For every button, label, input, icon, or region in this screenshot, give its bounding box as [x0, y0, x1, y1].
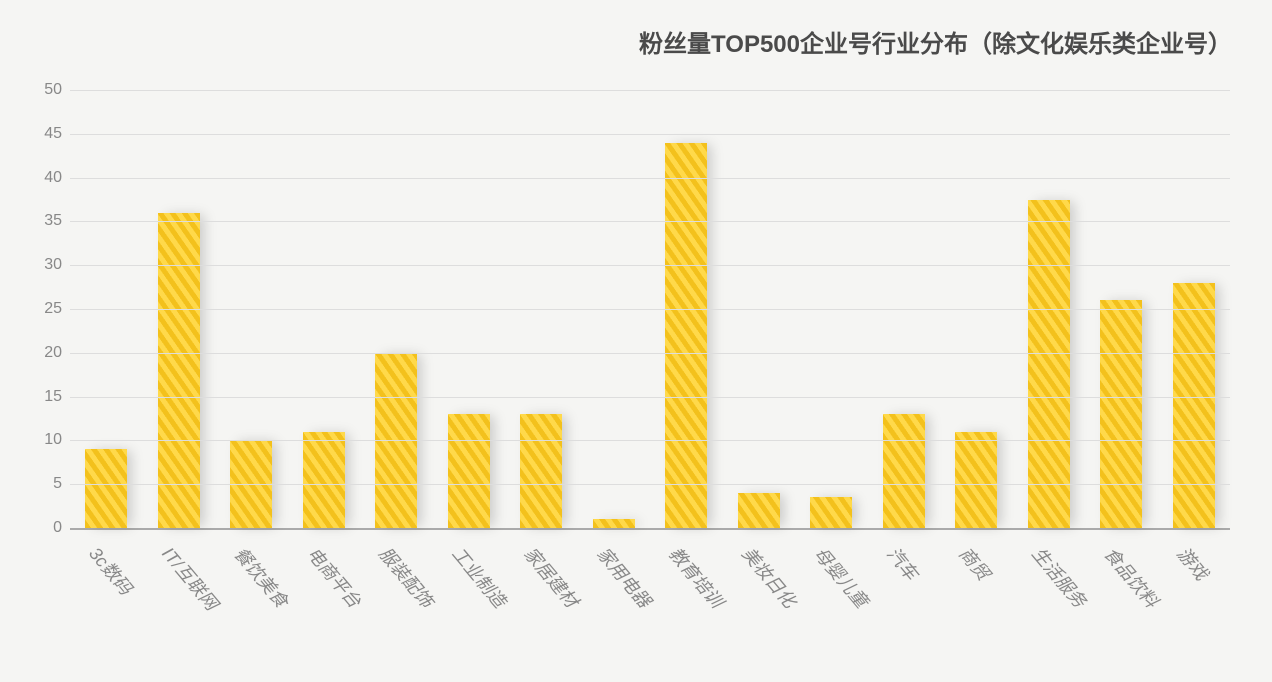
x-tick-label: 汽车	[881, 541, 924, 585]
x-axis-labels: 3c数码IT/互联网餐饮美食电商平台服装配饰工业制造家居建材家用电器教育培训美妆…	[70, 534, 1230, 674]
x-label-slot: 工业制造	[433, 534, 506, 674]
y-tick-label: 25	[30, 300, 62, 318]
y-tick-label: 0	[30, 519, 62, 537]
x-tick-label: 3c数码	[84, 541, 139, 600]
gridline	[70, 484, 1230, 485]
bar	[593, 519, 635, 528]
y-tick-label: 5	[30, 475, 62, 493]
x-tick-label: 食品饮料	[1099, 541, 1165, 613]
x-tick-label: 电商平台	[301, 541, 367, 613]
bar	[810, 497, 852, 528]
y-tick-label: 10	[30, 431, 62, 449]
bar	[158, 213, 200, 528]
bar	[1173, 283, 1215, 528]
x-tick-label: 家用电器	[591, 541, 657, 613]
x-label-slot: 3c数码	[70, 534, 143, 674]
y-tick-label: 40	[30, 169, 62, 187]
bar	[955, 432, 997, 528]
x-label-slot: 服装配饰	[360, 534, 433, 674]
x-label-slot: 母婴儿童	[795, 534, 868, 674]
x-tick-label: 生活服务	[1026, 541, 1092, 613]
y-tick-label: 15	[30, 388, 62, 406]
gridline	[70, 178, 1230, 179]
x-label-slot: 生活服务	[1013, 534, 1086, 674]
y-tick-label: 30	[30, 256, 62, 274]
x-tick-label: 商贸	[954, 541, 997, 585]
x-label-slot: 食品饮料	[1085, 534, 1158, 674]
bar	[85, 449, 127, 528]
bar	[448, 414, 490, 528]
x-tick-label: 教育培训	[664, 541, 730, 613]
x-tick-label: 餐饮美食	[229, 541, 295, 613]
gridline	[70, 90, 1230, 91]
x-label-slot: 游戏	[1158, 534, 1231, 674]
bar	[520, 414, 562, 528]
bar	[883, 414, 925, 528]
chart-title: 粉丝量TOP500企业号行业分布（除文化娱乐类企业号）	[0, 24, 1232, 59]
bar	[665, 143, 707, 528]
gridline	[70, 353, 1230, 354]
gridline	[70, 221, 1230, 222]
y-tick-label: 45	[30, 125, 62, 143]
x-tick-label: 家居建材	[519, 541, 585, 613]
x-tick-label: 母婴儿童	[809, 541, 875, 613]
y-tick-label: 50	[30, 81, 62, 99]
gridline	[70, 440, 1230, 441]
x-label-slot: 家用电器	[578, 534, 651, 674]
x-label-slot: 家居建材	[505, 534, 578, 674]
bar	[738, 493, 780, 528]
x-tick-label: 工业制造	[446, 541, 512, 613]
bar-chart: 粉丝量TOP500企业号行业分布（除文化娱乐类企业号） 051015202530…	[0, 0, 1272, 682]
bar	[1028, 200, 1070, 529]
gridline	[70, 265, 1230, 266]
x-label-slot: 商贸	[940, 534, 1013, 674]
x-tick-label: 游戏	[1171, 541, 1214, 585]
x-tick-label: 服装配饰	[374, 541, 440, 613]
bar	[303, 432, 345, 528]
y-tick-label: 20	[30, 344, 62, 362]
gridline	[70, 309, 1230, 310]
x-label-slot: 电商平台	[288, 534, 361, 674]
x-label-slot: 餐饮美食	[215, 534, 288, 674]
x-label-slot: 汽车	[868, 534, 941, 674]
gridline	[70, 397, 1230, 398]
x-label-slot: 美妆日化	[723, 534, 796, 674]
x-label-slot: IT/互联网	[143, 534, 216, 674]
y-tick-label: 35	[30, 212, 62, 230]
x-label-slot: 教育培训	[650, 534, 723, 674]
bar	[1100, 300, 1142, 528]
gridline	[70, 134, 1230, 135]
plot-area: 05101520253035404550	[70, 90, 1230, 530]
x-tick-label: 美妆日化	[736, 541, 802, 613]
